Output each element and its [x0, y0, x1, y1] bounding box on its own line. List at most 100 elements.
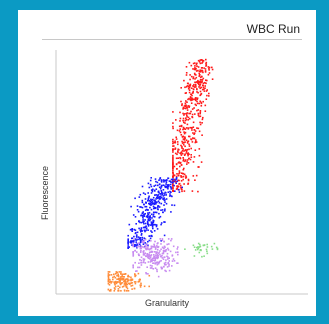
data-point [205, 64, 208, 66]
data-point [201, 75, 203, 78]
data-point [176, 187, 178, 190]
data-point [185, 175, 187, 177]
data-point [149, 256, 151, 259]
data-point [149, 215, 151, 217]
data-point [184, 102, 187, 104]
data-point [131, 230, 133, 232]
data-point [188, 106, 190, 108]
data-point [117, 290, 119, 292]
data-point [130, 242, 132, 244]
data-point [174, 141, 177, 144]
data-point [143, 240, 145, 242]
data-point [172, 159, 174, 162]
data-point [188, 86, 191, 89]
data-point [134, 261, 136, 264]
data-point [172, 178, 174, 180]
data-point [193, 83, 195, 86]
data-point [150, 192, 153, 194]
data-point [112, 276, 114, 279]
data-point [196, 127, 198, 129]
data-point [191, 129, 193, 131]
data-point [153, 230, 156, 232]
data-point [127, 242, 129, 245]
data-point [136, 246, 139, 248]
data-point [190, 75, 193, 78]
data-point [175, 119, 177, 121]
data-point [157, 263, 160, 265]
data-point [163, 234, 166, 237]
data-point [156, 270, 158, 273]
data-point [193, 85, 195, 88]
data-point [163, 197, 166, 199]
data-point [160, 186, 163, 188]
data-point [186, 106, 188, 108]
data-point [137, 272, 140, 275]
data-point [107, 277, 110, 279]
data-point [186, 153, 189, 155]
data-point [132, 251, 134, 253]
data-point [193, 255, 196, 257]
data-point [139, 221, 141, 224]
data-point [183, 127, 185, 130]
data-point [159, 250, 161, 252]
data-point [183, 141, 185, 144]
data-point [147, 273, 149, 275]
data-point [107, 273, 110, 275]
data-point [164, 249, 167, 252]
data-point [205, 61, 208, 64]
data-point [173, 174, 176, 177]
data-point [192, 244, 195, 247]
data-point [124, 282, 126, 285]
data-point [130, 282, 132, 284]
data-point [179, 184, 182, 187]
data-point [125, 283, 128, 286]
data-point [140, 249, 142, 252]
data-point [119, 286, 121, 289]
data-point [142, 192, 145, 194]
data-point [197, 109, 200, 111]
data-point [180, 134, 183, 136]
data-point [148, 186, 151, 189]
data-point [138, 227, 140, 230]
data-point [164, 208, 166, 210]
data-point [113, 273, 115, 276]
data-point [155, 261, 158, 264]
data-point [204, 70, 207, 72]
data-point [143, 229, 146, 232]
data-point [159, 195, 162, 198]
data-point [192, 126, 195, 128]
data-point [172, 174, 175, 177]
data-point [155, 254, 157, 256]
data-point [133, 235, 135, 238]
data-point [116, 278, 118, 280]
data-point [117, 273, 119, 276]
data-point [148, 258, 151, 260]
data-point [156, 196, 158, 199]
data-point [139, 251, 142, 253]
data-point [137, 242, 139, 245]
data-point [188, 61, 191, 64]
data-point [172, 164, 174, 167]
data-point [145, 225, 147, 227]
data-point [159, 215, 162, 218]
data-point [192, 121, 195, 124]
data-point [187, 154, 189, 157]
data-point [187, 162, 190, 164]
data-point [200, 249, 202, 252]
data-point [140, 284, 142, 286]
data-point [193, 129, 196, 131]
data-point [194, 130, 197, 132]
data-point [139, 245, 142, 247]
data-point [145, 255, 148, 257]
data-point [167, 256, 169, 258]
data-point [201, 118, 204, 121]
data-point [142, 216, 144, 218]
data-point [173, 260, 176, 262]
data-point [204, 110, 207, 112]
data-point [147, 200, 149, 202]
data-point [138, 242, 140, 244]
data-point [192, 62, 195, 65]
data-point [184, 145, 186, 148]
data-point [178, 170, 181, 172]
data-point [187, 182, 190, 185]
